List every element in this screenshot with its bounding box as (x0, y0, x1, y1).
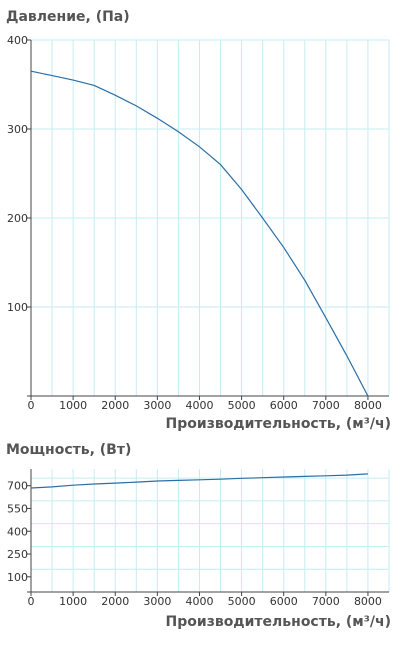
power-x-tick-label: 3000 (143, 595, 171, 608)
pressure-y-tick-label: 100 (7, 301, 28, 314)
pressure-x-tick-label: 4000 (185, 399, 213, 412)
power-x-axis-label: Производительность, (м³/ч) (166, 614, 391, 630)
pressure-x-tick-label: 7000 (312, 399, 340, 412)
power-x-tick-label: 8000 (354, 595, 382, 608)
pressure-chart-title: Давление, (Па) (6, 9, 130, 25)
pressure-x-tick-label: 0 (28, 399, 35, 412)
pressure-x-tick-label: 5000 (228, 399, 256, 412)
power-x-tick-label: 6000 (270, 595, 298, 608)
power-y-tick-label: 100 (7, 571, 28, 584)
pressure-x-tick-label: 1000 (59, 399, 87, 412)
power-y-tick-label: 400 (7, 525, 28, 538)
pressure-x-tick-label: 6000 (270, 399, 298, 412)
pressure-grid (31, 39, 390, 396)
pressure-x-axis-label: Производительность, (м³/ч) (166, 416, 391, 432)
power-x-tick-label: 2000 (101, 595, 129, 608)
power-y-tick-label: 700 (7, 480, 28, 493)
power-x-tick-label: 1000 (59, 595, 87, 608)
power-series-line (30, 473, 368, 489)
power-grid (31, 469, 390, 592)
power-y-tick-label: 250 (7, 548, 28, 561)
pressure-y-tick-label: 400 (7, 34, 28, 47)
power-x-tick-label: 4000 (185, 595, 213, 608)
power-x-tick-label: 0 (28, 595, 35, 608)
pressure-series-line (30, 70, 369, 397)
power-x-tick-label: 5000 (228, 595, 256, 608)
pressure-x-tick-label: 2000 (101, 399, 129, 412)
pressure-y-tick-label: 200 (7, 212, 28, 225)
power-x-tick-label: 7000 (312, 595, 340, 608)
pressure-x-tick-label: 8000 (354, 399, 382, 412)
pressure-y-tick-label: 300 (7, 123, 28, 136)
power-chart-title: Мощность, (Вт) (6, 442, 131, 458)
pressure-x-tick-label: 3000 (143, 399, 171, 412)
power-y-tick-label: 550 (7, 502, 28, 515)
